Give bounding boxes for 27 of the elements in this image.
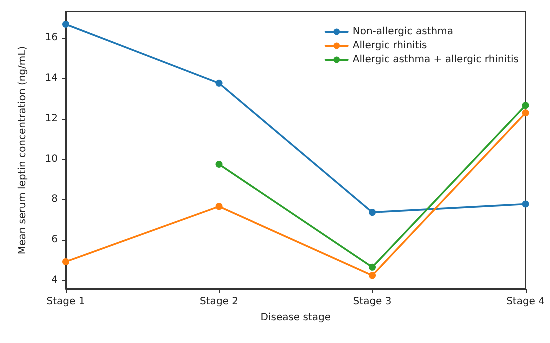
point [216,80,223,87]
point [522,102,530,110]
y-axis-title: Mean serum leptin concentration (ng/mL) [18,46,28,255]
point [216,203,223,210]
legend-label: Allergic asthma + allergic rhinitis [352,54,520,66]
y-tick-label: 6 [52,234,58,246]
point [522,200,530,208]
y-tick-label: 10 [45,154,58,165]
y-tick-label: 16 [45,32,58,44]
legend-label: Non-allergic asthma [352,26,454,38]
point [522,110,530,117]
x-tick-label: Stage 1 [46,296,86,308]
legend-label: Allergic rhinitis [352,40,428,52]
x-tick-label: Stage 3 [353,296,392,308]
y-tick-label: 14 [45,73,58,84]
y-tick-label: 8 [52,194,58,206]
y-tick-label: 12 [45,113,58,124]
x-tick-label: Stage 2 [200,296,238,308]
x-axis-title: Disease stage [260,312,332,324]
point [62,258,70,266]
point [369,209,376,216]
point [216,161,223,168]
point [62,21,70,28]
point [369,272,376,280]
x-tick-label: Stage 4 [506,296,545,308]
point [369,264,376,271]
y-tick-label: 4 [52,274,58,286]
